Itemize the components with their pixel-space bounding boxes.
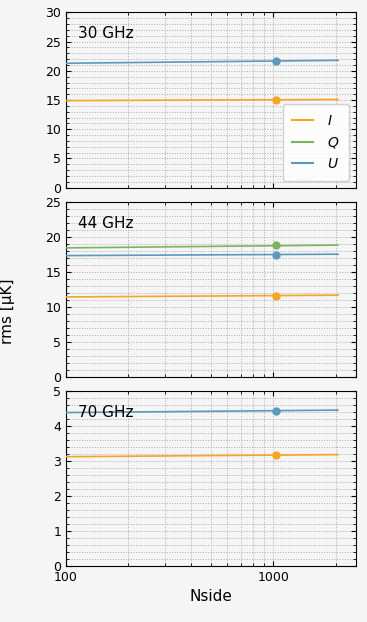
Text: 70 GHz: 70 GHz	[78, 405, 133, 420]
Text: rms [μK]: rms [μK]	[0, 278, 15, 344]
Legend: $I$, $Q$, $U$: $I$, $Q$, $U$	[283, 104, 349, 180]
Text: 44 GHz: 44 GHz	[78, 216, 133, 231]
Text: 30 GHz: 30 GHz	[78, 27, 133, 42]
X-axis label: Nside: Nside	[190, 590, 232, 605]
